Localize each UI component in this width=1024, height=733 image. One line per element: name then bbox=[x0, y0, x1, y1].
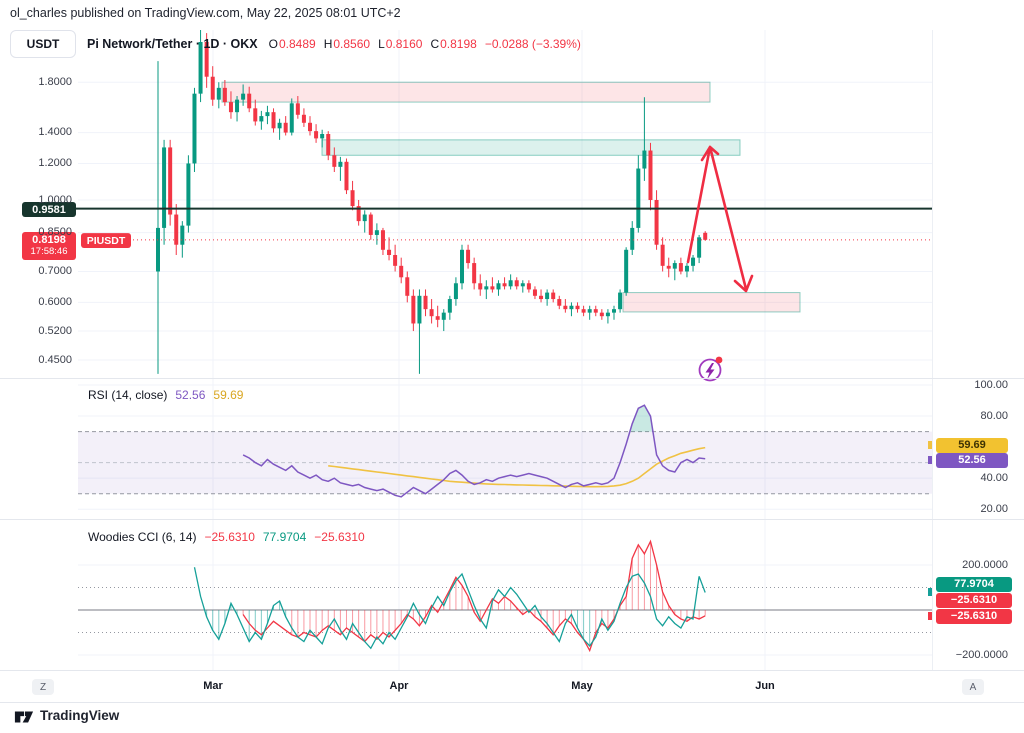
cci-fast-edge-tick bbox=[928, 588, 932, 596]
candles-layer bbox=[156, 30, 708, 374]
boost-icon[interactable] bbox=[698, 356, 723, 382]
rsi-scale-label: 40.00 bbox=[980, 471, 1008, 484]
rsi-value-badge: 52.56 bbox=[936, 452, 1008, 468]
time-axis-edge-button[interactable]: A bbox=[962, 679, 984, 695]
cci-value-2: 77.9704 bbox=[262, 530, 307, 544]
time-axis-edge-button[interactable]: Z bbox=[32, 679, 54, 695]
price-scale-label: 1.4000 bbox=[38, 126, 72, 139]
footer-divider bbox=[0, 702, 1024, 703]
symbol-price-tag: PIUSDT bbox=[81, 233, 131, 248]
rsi-ma-line bbox=[328, 446, 706, 488]
time-axis-month-label: Jun bbox=[755, 680, 775, 692]
price-scale-label: 1.8000 bbox=[38, 75, 72, 88]
close-label: C bbox=[430, 36, 440, 51]
rsi-scale-label: 80.00 bbox=[980, 409, 1008, 422]
price-lines-layer bbox=[76, 207, 932, 241]
grid-layer bbox=[78, 30, 932, 670]
pane-separator-main-rsi[interactable] bbox=[0, 378, 1024, 379]
time-axis-month-label: Mar bbox=[203, 680, 223, 692]
symbol-title[interactable]: Pi Network/Tether · 1D · OKX bbox=[87, 36, 258, 51]
time-axis[interactable]: Z Mar Apr May Jun A bbox=[0, 671, 1024, 702]
trend-projection-arrow[interactable] bbox=[686, 145, 754, 293]
cci-value-3: −25.6310 bbox=[314, 530, 365, 544]
time-axis-month-label: Apr bbox=[389, 680, 409, 692]
cci-panel-title-row: Woodies CCI (6, 14) −25.6310 77.9704 −25… bbox=[88, 530, 365, 544]
tradingview-logo-icon bbox=[14, 711, 34, 723]
rsi-line bbox=[242, 404, 706, 498]
high-label: H bbox=[323, 36, 333, 51]
last-price-value: 0.8198 bbox=[32, 234, 66, 247]
cci-value-badge: 77.9704 bbox=[936, 576, 1012, 592]
price-scale-label: 1.2000 bbox=[38, 156, 72, 169]
cci-value-badge: −25.6310 bbox=[936, 608, 1012, 624]
rsi-edge-tick bbox=[928, 456, 932, 464]
rsi-layer bbox=[78, 404, 932, 498]
tradingview-logo[interactable] bbox=[14, 707, 34, 732]
supply-demand-zones[interactable] bbox=[221, 81, 801, 313]
price-scale-label: 0.6000 bbox=[38, 295, 72, 308]
rsi-panel-title-row: RSI (14, close) 52.56 59.69 bbox=[88, 388, 243, 402]
last-price-label[interactable]: 0.8198 17:58:46 bbox=[22, 232, 76, 260]
bar-countdown: 17:58:46 bbox=[30, 245, 68, 257]
price-scale-label: 0.5200 bbox=[38, 324, 72, 337]
rsi-value-badge: 59.69 bbox=[936, 437, 1008, 453]
open-label: O bbox=[268, 36, 278, 51]
cci-value-1: −25.6310 bbox=[204, 530, 255, 544]
demand-zone bbox=[622, 292, 801, 313]
price-scale-label: 1.0000 bbox=[38, 193, 72, 206]
cci-scale-label: 200.0000 bbox=[962, 558, 1008, 571]
rsi-scale-label: 20.00 bbox=[980, 502, 1008, 515]
tracked-price-label[interactable]: 0.9581 bbox=[22, 202, 76, 217]
cci14-line bbox=[242, 539, 706, 653]
rsi-value: 52.56 bbox=[175, 388, 206, 402]
pane-separator-rsi-cci[interactable] bbox=[0, 519, 1024, 520]
plot-right-border bbox=[932, 30, 933, 671]
cci-slow-edge-tick bbox=[928, 612, 932, 620]
rsi-scale-label: 100.00 bbox=[974, 378, 1008, 391]
rsi-ma-value: 59.69 bbox=[213, 388, 244, 402]
close-value: 0.8198 bbox=[440, 36, 477, 51]
low-label: L bbox=[378, 36, 385, 51]
rsi-title[interactable]: RSI (14, close) bbox=[88, 388, 168, 402]
price-scale-label: 0.8500 bbox=[38, 226, 72, 239]
ohlc-values: O 0.8489 H 0.8560 L 0.8160 C 0.8198 −0.0288 … bbox=[269, 37, 581, 51]
mid-supply-zone bbox=[321, 139, 741, 156]
cci-value-badge: −25.6310 bbox=[936, 592, 1012, 608]
low-value: 0.8160 bbox=[385, 36, 423, 51]
cci6-line bbox=[193, 567, 706, 650]
cci-title[interactable]: Woodies CCI (6, 14) bbox=[88, 530, 197, 544]
pane-separator-cci-axis bbox=[0, 670, 1024, 671]
high-value: 0.8560 bbox=[333, 36, 371, 51]
tradingview-brand-text: TradingView bbox=[40, 708, 120, 723]
price-scale-label: 0.7000 bbox=[38, 264, 72, 277]
currency-toggle-button[interactable]: USDT bbox=[10, 29, 76, 58]
change-value: −0.0288 (−3.39%) bbox=[484, 36, 581, 51]
supply-zone bbox=[221, 81, 711, 103]
open-value: 0.8489 bbox=[278, 36, 316, 51]
symbol-info-bar: USDT Pi Network/Tether · 1D · OKX O 0.848… bbox=[10, 29, 581, 58]
price-scale-label: 0.4500 bbox=[38, 353, 72, 366]
rsi-ma-edge-tick bbox=[928, 441, 932, 449]
cci-scale-label: −200.0000 bbox=[955, 648, 1008, 661]
time-axis-month-label: May bbox=[571, 680, 593, 692]
cci-layer bbox=[78, 539, 932, 653]
